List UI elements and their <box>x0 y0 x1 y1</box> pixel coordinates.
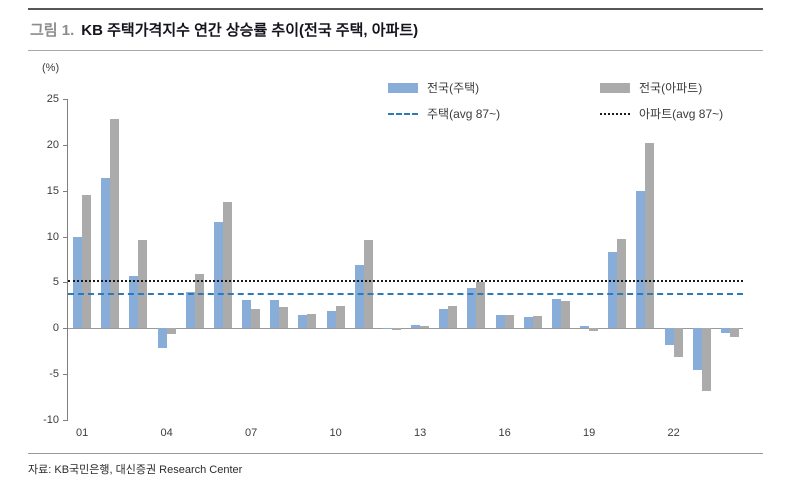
bar-housing-03 <box>129 276 139 329</box>
bar-housing-23 <box>692 328 702 371</box>
bar-apartment-20 <box>617 239 627 329</box>
y-axis-tick-label: 25 <box>46 93 59 105</box>
bar-housing-18 <box>551 298 561 329</box>
bar-apartment-23 <box>701 328 711 391</box>
bar-housing-06 <box>213 221 223 329</box>
y-axis-tick-label: 10 <box>46 230 59 243</box>
bar-apartment-02 <box>110 119 120 329</box>
legend-item-housing-avg: 주택(avg 87~) <box>388 105 600 122</box>
bar-apartment-19 <box>589 328 599 332</box>
legend-label-apartment-avg: 아파트(avg 87~) <box>639 107 724 121</box>
y-axis-tick <box>63 236 68 238</box>
bar-housing-09 <box>298 314 308 329</box>
bar-housing-08 <box>270 299 280 329</box>
bar-apartment-08 <box>279 307 289 329</box>
y-axis-tick <box>63 420 68 421</box>
bar-housing-15 <box>467 287 477 329</box>
bar-apartment-14 <box>448 306 458 329</box>
x-axis-tick-label: 04 <box>160 427 173 439</box>
legend-item-apartment-avg: 아파트(avg 87~) <box>600 105 790 122</box>
bar-housing-16 <box>495 315 505 329</box>
y-axis-unit-label: (%) <box>42 62 60 74</box>
bar-apartment-24 <box>729 328 739 337</box>
bar-housing-10 <box>326 310 336 329</box>
x-axis-tick-label: 10 <box>329 427 342 439</box>
bar-apartment-15 <box>476 281 486 329</box>
legend-swatch-apartment <box>600 82 630 93</box>
bar-housing-07 <box>242 299 252 329</box>
y-axis-tick-label: 0 <box>52 322 59 335</box>
bar-apartment-05 <box>194 274 204 329</box>
bar-apartment-12 <box>391 328 401 331</box>
legend-item-apartment: 전국(아파트) <box>600 79 790 96</box>
bar-apartment-01 <box>82 195 92 329</box>
bar-housing-17 <box>523 317 533 329</box>
legend-label-apartment: 전국(아파트) <box>639 81 703 95</box>
bar-housing-21 <box>636 190 646 329</box>
legend-line-apartment <box>600 112 630 115</box>
avg-line-dotted <box>68 279 743 282</box>
y-axis-tick-label: -10 <box>43 414 59 426</box>
y-axis-tick-label: 20 <box>46 138 59 151</box>
x-axis-tick-label: 01 <box>75 427 89 439</box>
figure-title: KB 주택가격지수 연간 상승률 추이(전국 주택, 아파트) <box>81 22 419 39</box>
x-axis-tick-label: 13 <box>413 427 427 439</box>
y-axis-tick-label: 5 <box>52 276 59 289</box>
bar-apartment-09 <box>307 313 317 329</box>
bar-apartment-17 <box>532 316 542 329</box>
y-axis-tick <box>63 374 68 376</box>
bar-apartment-13 <box>420 325 430 329</box>
bar-apartment-11 <box>363 240 373 329</box>
x-axis-tick-label: 22 <box>667 427 680 439</box>
x-axis-tick-label: 16 <box>498 427 511 439</box>
bar-housing-20 <box>608 252 618 329</box>
bar-apartment-04 <box>166 328 176 334</box>
x-axis-zero-line <box>68 328 743 330</box>
chart-legend: 전국(주택) 전국(아파트) 주택(avg 87~) 아파트(avg 87~) <box>388 79 790 122</box>
y-axis-tick <box>63 282 68 284</box>
bar-housing-12 <box>382 328 392 330</box>
bar-housing-14 <box>439 309 449 329</box>
figure-number: 그림 1. <box>30 22 75 39</box>
bar-apartment-07 <box>251 309 261 329</box>
bar-apartment-03 <box>138 240 148 329</box>
legend-swatch-housing <box>388 82 418 93</box>
bar-housing-01 <box>73 237 83 329</box>
y-axis-tick <box>63 99 68 100</box>
y-axis-tick <box>63 190 68 192</box>
bar-apartment-06 <box>222 201 232 329</box>
bar-housing-19 <box>580 326 590 329</box>
bar-housing-13 <box>411 324 421 329</box>
y-axis-tick-label: -5 <box>49 368 59 381</box>
plot-area: 25 20 15 10 5 0 -5 -10 01 04 07 10 13 16 19 22 <box>43 93 743 439</box>
y-axis-tick <box>63 144 68 146</box>
figure-header: 그림 1. KB 주택가격지수 연간 상승률 추이(전국 주택, 아파트) <box>28 8 763 51</box>
legend-label-housing: 전국(주택) <box>427 81 480 95</box>
x-axis-tick-label: 19 <box>582 427 596 439</box>
bar-apartment-21 <box>645 143 655 329</box>
bar-apartment-16 <box>504 314 514 329</box>
x-axis-tick-label: 07 <box>244 427 258 439</box>
y-axis-tick <box>63 328 68 330</box>
source-note: 자료: KB국민은행, 대신증권 Research Center <box>28 453 763 477</box>
bar-housing-04 <box>157 328 167 348</box>
bar-housing-24 <box>720 328 730 333</box>
bar-housing-05 <box>185 291 195 329</box>
bar-apartment-10 <box>335 306 345 329</box>
legend-line-housing <box>388 112 418 115</box>
legend-item-housing: 전국(주택) <box>388 79 600 96</box>
bar-housing-02 <box>101 177 111 329</box>
bar-apartment-18 <box>560 300 570 329</box>
avg-line-dashed <box>68 293 743 296</box>
bar-housing-22 <box>664 328 674 345</box>
bar-housing-11 <box>354 265 364 329</box>
y-axis-tick-label: 15 <box>46 184 59 197</box>
legend-label-housing-avg: 주택(avg 87~) <box>427 107 501 121</box>
bar-apartment-22 <box>673 328 683 357</box>
